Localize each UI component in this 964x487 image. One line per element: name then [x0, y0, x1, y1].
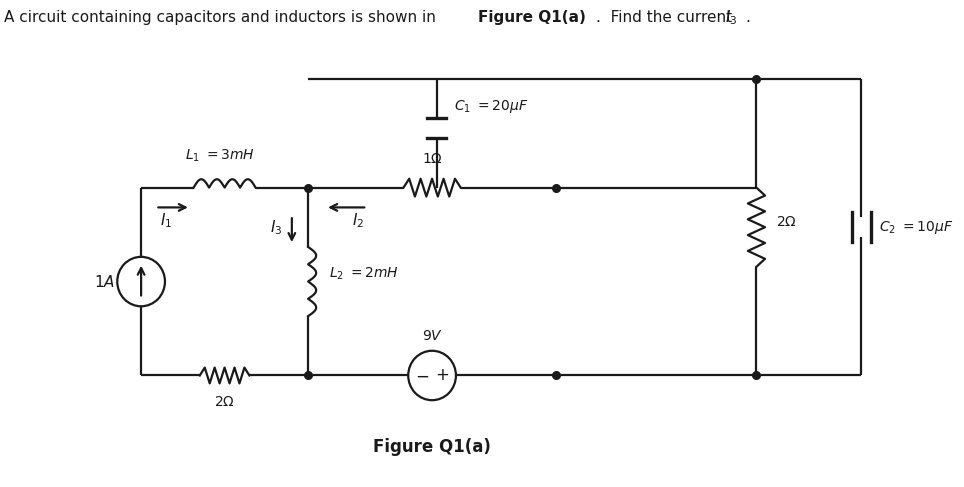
Text: $-$: $-$	[415, 367, 430, 384]
Text: $C_2\ =10\mu F$: $C_2\ =10\mu F$	[878, 219, 953, 236]
Text: $2\Omega$: $2\Omega$	[775, 215, 796, 229]
Text: $1A$: $1A$	[94, 274, 116, 290]
Text: Figure Q1(a): Figure Q1(a)	[478, 10, 586, 25]
Text: $9V$: $9V$	[421, 329, 442, 343]
Text: $L_2\ =2mH$: $L_2\ =2mH$	[329, 265, 399, 282]
Text: $I_2$: $I_2$	[352, 211, 363, 229]
Text: $I_3$: $I_3$	[725, 8, 737, 27]
Text: Figure Q1(a): Figure Q1(a)	[373, 438, 491, 456]
Text: A circuit containing capacitors and inductors is shown in: A circuit containing capacitors and indu…	[4, 10, 441, 25]
Text: $I_1$: $I_1$	[160, 211, 172, 229]
Text: $1\Omega$: $1\Omega$	[421, 152, 442, 166]
Text: $L_1\ =3mH$: $L_1\ =3mH$	[185, 148, 254, 164]
Text: $I_3$: $I_3$	[270, 218, 282, 237]
Text: $2\Omega$: $2\Omega$	[214, 395, 235, 409]
Text: $+$: $+$	[435, 367, 448, 384]
Text: .: .	[745, 10, 750, 25]
Text: $C_1\ =20\mu F$: $C_1\ =20\mu F$	[454, 98, 528, 115]
Text: .  Find the current: . Find the current	[596, 10, 737, 25]
